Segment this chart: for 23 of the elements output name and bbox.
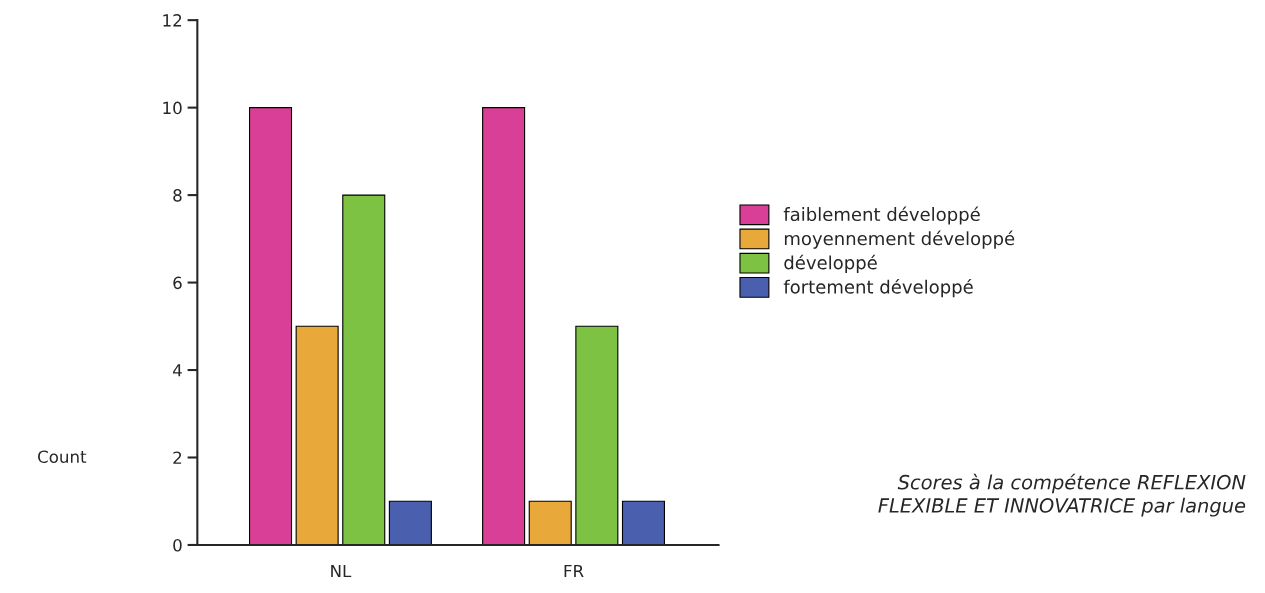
bar bbox=[482, 107, 526, 545]
y-tick-label: 0 bbox=[173, 538, 182, 552]
y-tick-label: 8 bbox=[173, 189, 182, 202]
y-tick-label: 10 bbox=[163, 101, 182, 115]
bar bbox=[388, 500, 432, 545]
bar bbox=[295, 325, 339, 545]
bar bbox=[342, 194, 386, 545]
y-tick-label: 2 bbox=[173, 451, 182, 464]
bar bbox=[575, 325, 619, 545]
x-tick-label: FR bbox=[564, 564, 584, 578]
y-axis-title: Count bbox=[38, 450, 87, 464]
legend-label: faiblement développé bbox=[783, 206, 980, 225]
bar bbox=[528, 500, 572, 545]
bar bbox=[248, 107, 293, 545]
legend-label: fortement développé bbox=[783, 278, 973, 298]
y-tick-label: 4 bbox=[172, 364, 182, 377]
bar bbox=[621, 500, 665, 545]
legend-label: développé bbox=[784, 254, 877, 273]
text: Scores à la compétence REFLEXION FLEXIBLE ET INNOVATRICE par langue bbox=[878, 473, 1246, 517]
y-tick-label: 12 bbox=[163, 14, 182, 27]
x-tick-label: NL bbox=[331, 564, 352, 578]
legend-label: moyennement développé bbox=[784, 230, 1015, 249]
y-tick-label: 6 bbox=[173, 276, 182, 290]
